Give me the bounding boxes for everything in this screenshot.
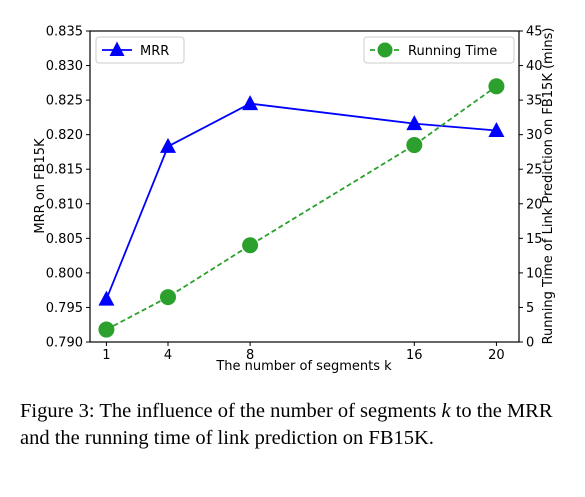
data-point-mrr	[242, 95, 259, 111]
left-y-tick-label: 0.805	[46, 232, 83, 247]
left-y-tick-label: 0.815	[46, 163, 83, 178]
right-y-tick-label: 15	[526, 232, 543, 247]
x-tick-label: 8	[246, 348, 254, 363]
left-y-tick-label: 0.790	[46, 336, 83, 351]
left-y-tick-label: 0.795	[46, 301, 83, 316]
right-axis-title: Running Time of Link Prediction on FB15K…	[541, 28, 556, 345]
caption-variable: k	[441, 400, 451, 422]
right-y-tick-label: 30	[526, 128, 543, 143]
left-y-tick-label: 0.800	[46, 266, 83, 281]
legend-mrr-triangle-icon	[109, 41, 125, 56]
series-layer	[98, 78, 505, 338]
right-y-tick-label: 40	[526, 59, 543, 74]
x-axis-ticks: 1 4 8 16 20	[102, 342, 505, 363]
left-y-tick-label: 0.835	[46, 25, 83, 40]
data-point-mrr	[160, 137, 176, 153]
left-y-tick-label: 0.820	[46, 128, 83, 143]
left-y-tick-label: 0.830	[46, 59, 83, 74]
x-tick-label: 20	[488, 348, 505, 363]
right-y-tick-label: 45	[526, 25, 543, 40]
right-axis-ticks: 0 5 10 15 20 25 30 35 40 45	[519, 25, 543, 351]
legend-mrr: MRR	[95, 36, 185, 64]
series-line-mrr	[105, 102, 497, 300]
data-point-mrr	[488, 122, 505, 138]
right-y-tick-label: 5	[526, 301, 534, 316]
legend-running-time-circle-icon	[377, 42, 393, 58]
legend-running-time: Running Time	[363, 36, 515, 64]
left-axis-title: MRR on FB15K	[33, 138, 48, 234]
data-point-running-time	[488, 78, 505, 95]
left-y-tick-label: 0.825	[46, 94, 83, 109]
data-point-running-time	[406, 137, 423, 154]
data-point-mrr	[98, 290, 115, 306]
chart: 1 4 8 16 20 0.7900.7950.8000.8050.8100.8150.…	[33, 25, 556, 375]
left-axis-ticks: 0.790 0.795 0.800 0.805 0.810 0.815 0.820 0.825…	[46, 25, 90, 351]
series-line-running-time	[106, 85, 497, 331]
left-y-tick-label: 0.810	[46, 197, 83, 212]
plot-frame	[89, 30, 520, 343]
legend-running-time-box	[363, 36, 515, 64]
caption-prefix: Figure 3: The influence of the number of…	[20, 400, 442, 422]
data-point-running-time	[242, 237, 259, 254]
data-point-running-time	[98, 321, 115, 338]
right-y-tick-label: 35	[526, 94, 543, 109]
x-axis-title: The number of segments k	[215, 359, 392, 374]
data-point-mrr	[406, 115, 423, 131]
legend-running-time-label: Running Time	[408, 44, 497, 59]
right-y-tick-label: 0	[526, 336, 534, 351]
data-point-running-time	[160, 289, 176, 306]
figure-caption: Figure 3: The influence of the number of…	[20, 398, 572, 452]
x-tick-label: 16	[406, 348, 423, 363]
caption-suffix: to the MRR and the running time of link …	[20, 400, 553, 449]
right-y-tick-label: 20	[526, 197, 543, 212]
x-tick-label: 4	[164, 348, 172, 363]
legend-mrr-label: MRR	[140, 44, 169, 59]
x-tick-label: 1	[102, 348, 110, 363]
right-y-tick-label: 25	[526, 163, 543, 178]
right-y-tick-label: 10	[526, 266, 543, 281]
